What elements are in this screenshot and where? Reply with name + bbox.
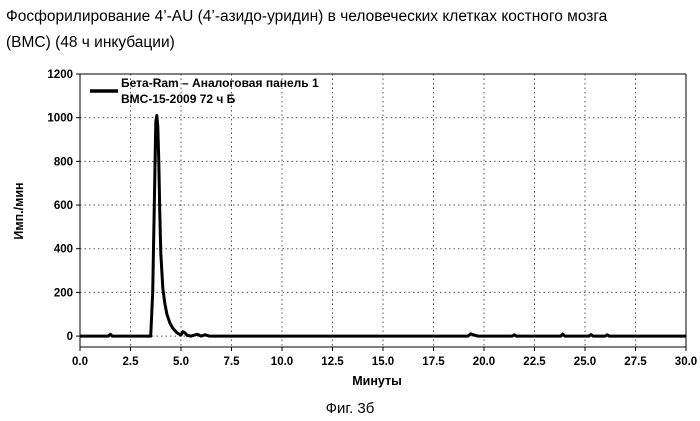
x-tick-label: 25.0 (574, 356, 596, 368)
x-tick-label: 15.0 (372, 356, 394, 368)
x-axis-label: Минуты (352, 374, 402, 388)
y-tick-label: 1200 (47, 69, 73, 81)
grid-lines (80, 74, 686, 347)
y-axis-label: Имп./мин (12, 182, 26, 239)
series-group (80, 116, 686, 337)
x-tick-label: 30.0 (675, 356, 697, 368)
y-tick-label: 600 (54, 200, 73, 212)
x-tick-label: 10.0 (271, 356, 293, 368)
legend-entry-2: BMC-15-2009 72 ч Б (121, 92, 236, 106)
x-tick-label: 20.0 (473, 356, 495, 368)
y-ticks: 0 200 400 600 800 1000 1200 (47, 69, 80, 343)
y-tick-label: 0 (67, 331, 73, 343)
legend: Бета-Ram – Аналоговая панель 1 BMC-15-20… (90, 76, 319, 106)
x-tick-label: 27.5 (624, 356, 647, 368)
y-tick-label: 400 (54, 244, 73, 256)
y-tick-label: 800 (54, 156, 73, 168)
x-tick-label: 17.5 (422, 356, 445, 368)
series-line-1 (80, 116, 686, 337)
x-tick-label: 0.0 (72, 356, 88, 368)
x-ticks: 0.0 2.5 5.0 7.5 10.0 12.5 15.0 17.5 20.0 22.5 25.0… (72, 347, 697, 368)
legend-entry-1: Бета-Ram – Аналоговая панель 1 (121, 76, 319, 90)
x-tick-label: 7.5 (224, 356, 241, 368)
y-tick-label: 1000 (47, 113, 73, 125)
figure-caption: Фиг. 3б (0, 400, 700, 417)
y-tick-label: 200 (54, 287, 73, 299)
x-tick-label: 2.5 (123, 356, 140, 368)
x-tick-label: 12.5 (321, 356, 344, 368)
x-tick-label: 5.0 (173, 356, 189, 368)
x-tick-label: 22.5 (523, 356, 546, 368)
